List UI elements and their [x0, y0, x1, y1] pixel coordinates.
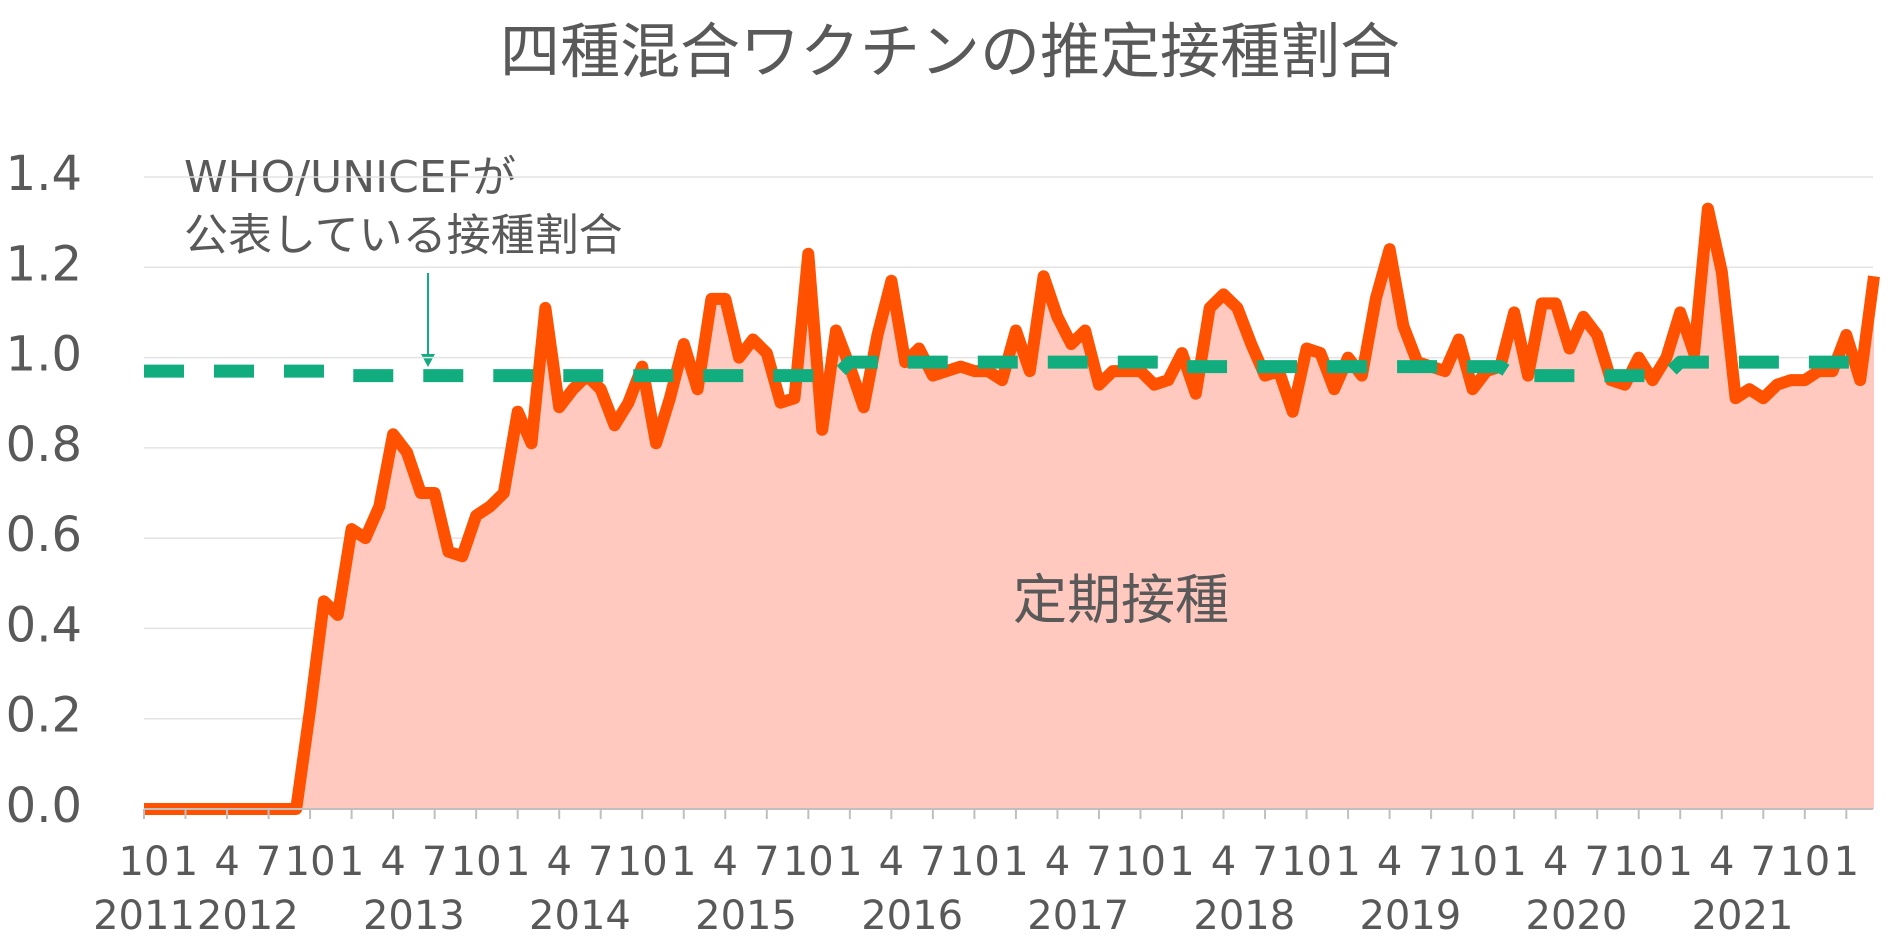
x-group-label: 2019 [1359, 893, 1461, 939]
x-group-label: 2017 [1027, 893, 1129, 939]
x-group-label: 2012 [197, 893, 299, 939]
x-tick-label: 1 [837, 839, 862, 885]
x-tick-label: 10 [1447, 839, 1498, 885]
x-tick-label: 7 [754, 839, 779, 885]
x-group-label: 2014 [529, 893, 631, 939]
x-tick-label: 4 [1045, 839, 1070, 885]
x-tick-label: 10 [451, 839, 502, 885]
x-tick-label: 1 [1169, 839, 1194, 885]
x-group-label: 2018 [1193, 893, 1295, 939]
x-tick-label: 1 [1834, 839, 1859, 885]
annotation-arrowhead [421, 354, 435, 367]
x-group-label: 2015 [695, 893, 797, 939]
x-tick-label: 7 [920, 839, 945, 885]
x-group-label: 2021 [1692, 893, 1794, 939]
x-tick-label: 1 [1668, 839, 1693, 885]
area-label: 定期接種 [1013, 569, 1229, 632]
line [144, 202, 1880, 815]
y-tick-label: 0.2 [6, 688, 82, 744]
x-tick-label: 10 [1281, 839, 1332, 885]
x-group-label: 2013 [363, 893, 465, 939]
x-tick-label: 10 [783, 839, 834, 885]
x-tick-label: 1 [339, 839, 364, 885]
x-tick-label: 1 [671, 839, 696, 885]
x-tick-label: 10 [119, 839, 170, 885]
x-tick-label: 7 [422, 839, 447, 885]
dashed-line [144, 355, 1874, 383]
x-tick-label: 4 [214, 839, 239, 885]
x-tick-label: 1 [1501, 839, 1526, 885]
x-tick-label: 4 [713, 839, 738, 885]
y-tick-label: 0.0 [6, 778, 82, 834]
x-tick-label: 10 [285, 839, 336, 885]
x-tick-label: 10 [1115, 839, 1166, 885]
y-tick-label: 0.6 [6, 507, 82, 563]
x-tick-label: 4 [879, 839, 904, 885]
x-tick-label: 7 [588, 839, 613, 885]
x-group-label: 2020 [1526, 893, 1628, 939]
x-tick-label: 10 [1779, 839, 1830, 885]
x-tick-label: 1 [505, 839, 530, 885]
y-tick-label: 1.0 [6, 327, 82, 383]
x-tick-label: 7 [256, 839, 281, 885]
x-tick-label: 10 [1613, 839, 1664, 885]
y-tick-label: 1.2 [6, 236, 82, 292]
x-tick-label: 7 [1086, 839, 1111, 885]
x-tick-label: 10 [617, 839, 668, 885]
x-tick-label: 4 [1543, 839, 1568, 885]
x-tick-label: 4 [546, 839, 571, 885]
x-tick-label: 4 [380, 839, 405, 885]
y-tick-label: 0.8 [6, 417, 82, 473]
x-group-label: 2011 [93, 893, 195, 939]
area [144, 208, 1874, 810]
x-tick-label: 10 [949, 839, 1000, 885]
x-tick-label: 4 [1211, 839, 1236, 885]
x-tick-label: 7 [1252, 839, 1277, 885]
x-tick-label: 1 [1003, 839, 1028, 885]
x-tick-label: 7 [1751, 839, 1776, 885]
x-group-label: 2016 [861, 893, 963, 939]
x-tick-label: 7 [1584, 839, 1609, 885]
x-tick-label: 1 [173, 839, 198, 885]
x-tick-label: 4 [1377, 839, 1402, 885]
x-tick-label: 7 [1418, 839, 1443, 885]
x-tick-label: 4 [1709, 839, 1734, 885]
y-tick-label: 0.4 [6, 597, 82, 653]
x-tick-label: 1 [1335, 839, 1360, 885]
chart-title: 四種混合ワクチンの推定接種割合 [500, 18, 1400, 88]
y-tick-label: 1.4 [6, 146, 82, 202]
annotation: 公表している接種割合 [184, 210, 623, 261]
